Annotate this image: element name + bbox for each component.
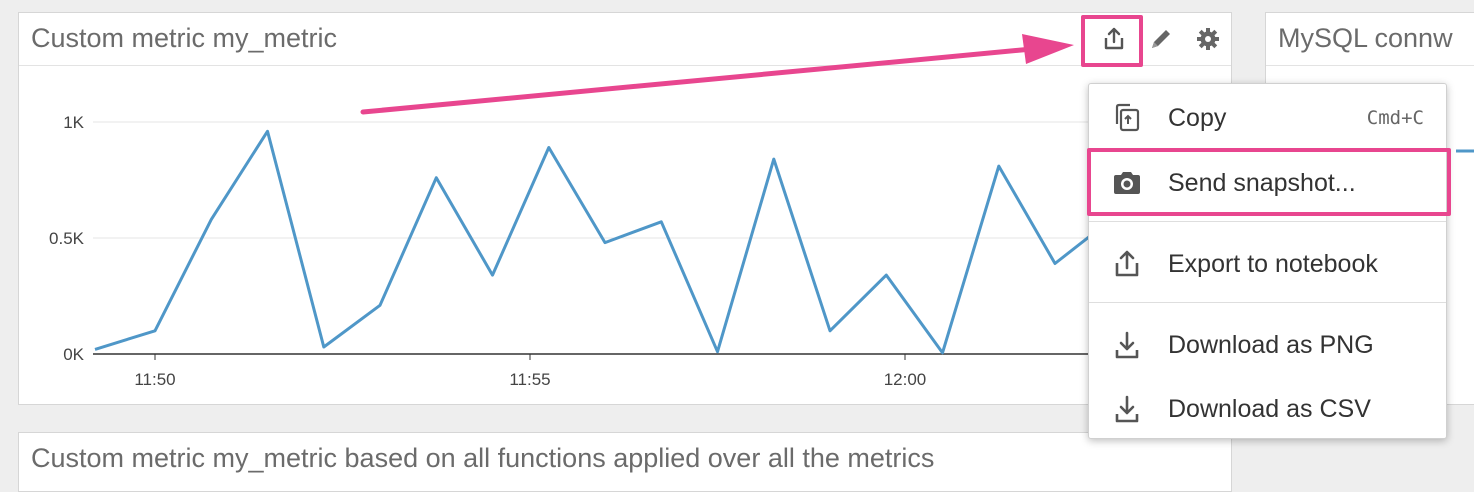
menu-item-label: Download as CSV <box>1168 395 1371 423</box>
download-icon <box>1111 394 1143 426</box>
menu-item-shortcut: Cmd+C <box>1366 107 1424 129</box>
menu-item-label: Download as PNG <box>1168 331 1374 359</box>
widget-title: MySQL connw <box>1278 23 1453 53</box>
x-tick-label: 11:50 <box>134 370 175 389</box>
copy-icon <box>1111 102 1143 134</box>
menu-item-label: Export to notebook <box>1168 250 1378 278</box>
mysql-chart-fragment <box>1456 149 1474 153</box>
widget-title: Custom metric my_metric <box>31 23 338 53</box>
menu-item-label: Send snapshot... <box>1168 169 1356 197</box>
x-tick-label: 12:00 <box>884 370 927 389</box>
share-icon[interactable] <box>1100 25 1128 53</box>
menu-divider <box>1089 302 1446 303</box>
pencil-icon[interactable] <box>1147 25 1175 53</box>
camera-icon <box>1111 167 1143 199</box>
menu-item-label: Copy <box>1168 104 1227 132</box>
widget-header: MySQL connw <box>1266 13 1474 66</box>
send-snapshot-highlight <box>1087 148 1451 216</box>
line-chart: 0K 0.5K 1K 11:50 11:55 12:00 <box>49 113 1232 389</box>
y-tick-label: 0K <box>63 345 84 364</box>
y-tick-label: 1K <box>63 113 84 132</box>
menu-item-export-notebook[interactable]: Export to notebook <box>1089 234 1446 294</box>
menu-divider <box>1089 221 1446 222</box>
share-icon-highlight <box>1081 15 1143 67</box>
menu-item-copy[interactable]: Copy Cmd+C <box>1089 88 1446 148</box>
menu-item-send-snapshot[interactable]: Send snapshot... <box>1089 151 1446 211</box>
x-tick-label: 11:55 <box>509 370 550 389</box>
menu-item-download-png[interactable]: Download as PNG <box>1089 315 1446 375</box>
export-icon <box>1111 248 1143 280</box>
series-line <box>94 129 1169 355</box>
gear-icon[interactable] <box>1194 25 1222 53</box>
menu-item-download-csv[interactable]: Download as CSV <box>1089 379 1446 439</box>
widget-bottom: Custom metric my_metric based on all fun… <box>18 432 1232 492</box>
y-tick-label: 0.5K <box>49 229 85 248</box>
widget-title: Custom metric my_metric based on all fun… <box>31 443 935 473</box>
download-icon <box>1111 330 1143 362</box>
share-menu: Copy Cmd+C Send snapshot... Export to no… <box>1088 83 1447 439</box>
